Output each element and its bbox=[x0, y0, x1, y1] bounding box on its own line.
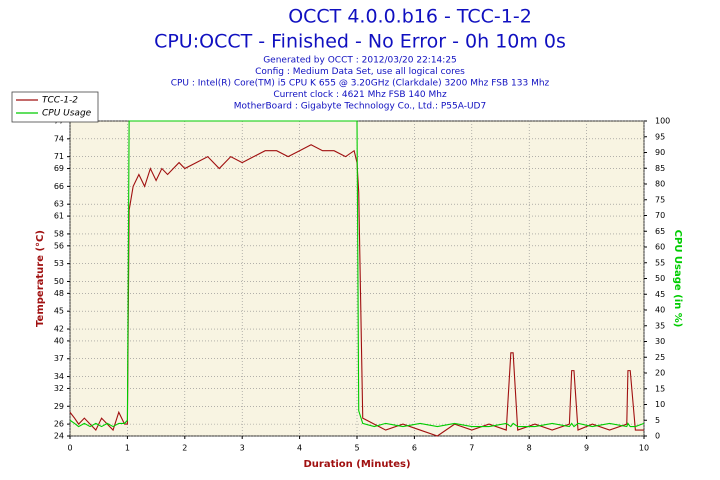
series-line bbox=[69, 144, 644, 437]
y2-tick-label: 45 bbox=[655, 290, 665, 299]
y-tick-label: 34 bbox=[54, 372, 64, 381]
chart-subtitle: CPU:OCCT - Finished - No Error - 0h 10m … bbox=[154, 31, 566, 53]
y2-tick-label: 75 bbox=[655, 195, 665, 204]
y-tick-label: 63 bbox=[54, 200, 64, 209]
y2-tick-label: 90 bbox=[655, 148, 665, 157]
y-tick-label: 48 bbox=[54, 289, 64, 298]
x-tick-label: 3 bbox=[240, 444, 245, 453]
y2-tick-label: 55 bbox=[655, 258, 665, 267]
info-line: Current clock : 4621 Mhz FSB 140 Mhz bbox=[273, 90, 447, 100]
y-tick-label: 74 bbox=[54, 134, 64, 143]
y2-tick-label: 15 bbox=[655, 384, 665, 393]
y-tick-label: 24 bbox=[54, 432, 64, 441]
y-tick-label: 56 bbox=[54, 241, 64, 250]
y2-tick-label: 80 bbox=[655, 180, 665, 189]
y2-axis-label: CPU Usage (in %) bbox=[672, 230, 683, 328]
y2-tick-label: 70 bbox=[655, 211, 665, 220]
y-axis-label: Temperature (°C) bbox=[35, 230, 46, 327]
chart-title: OCCT 4.0.0.b16 - TCC-1-2 bbox=[288, 6, 532, 28]
y-tick-label: 45 bbox=[54, 307, 64, 316]
y2-tick-label: 100 bbox=[655, 117, 670, 126]
y2-tick-label: 30 bbox=[655, 337, 665, 346]
y-tick-label: 50 bbox=[54, 277, 64, 286]
info-line: Config : Medium Data Set, use all logica… bbox=[255, 67, 465, 77]
info-line: Generated by OCCT : 2012/03/20 22:14:25 bbox=[263, 56, 457, 66]
info-line: CPU : Intel(R) Core(TM) i5 CPU K 655 @ 3… bbox=[171, 79, 550, 89]
legend-label: CPU Usage bbox=[42, 109, 92, 119]
y2-tick-label: 0 bbox=[655, 432, 660, 441]
y2-tick-label: 65 bbox=[655, 227, 665, 236]
y-tick-label: 71 bbox=[54, 152, 64, 161]
y2-tick-label: 60 bbox=[655, 243, 665, 252]
y2-tick-label: 20 bbox=[655, 369, 665, 378]
x-tick-label: 8 bbox=[527, 444, 532, 453]
y2-tick-label: 5 bbox=[655, 416, 660, 425]
y-tick-label: 40 bbox=[54, 336, 64, 345]
x-tick-label: 9 bbox=[584, 444, 589, 453]
y2-tick-label: 40 bbox=[655, 306, 665, 315]
x-tick-label: 7 bbox=[469, 444, 474, 453]
y2-tick-label: 95 bbox=[655, 132, 665, 141]
y-tick-label: 66 bbox=[54, 182, 64, 191]
legend-label: TCC-1-2 bbox=[42, 96, 78, 106]
x-axis-label: Duration (Minutes) bbox=[303, 459, 410, 470]
series-line bbox=[69, 120, 645, 428]
x-tick-label: 10 bbox=[639, 444, 649, 453]
x-tick-label: 6 bbox=[412, 444, 417, 453]
y-tick-label: 42 bbox=[54, 325, 64, 334]
y-tick-label: 37 bbox=[54, 354, 64, 363]
y2-tick-label: 35 bbox=[655, 321, 665, 330]
x-tick-label: 5 bbox=[354, 444, 359, 453]
y-tick-label: 61 bbox=[54, 212, 64, 221]
y-tick-label: 69 bbox=[54, 164, 64, 173]
y-tick-label: 53 bbox=[54, 259, 64, 268]
info-line: MotherBoard : Gigabyte Technology Co., L… bbox=[234, 102, 486, 112]
y-tick-label: 58 bbox=[54, 229, 64, 238]
y2-tick-label: 25 bbox=[655, 353, 665, 362]
legend-box bbox=[11, 91, 99, 123]
y2-tick-label: 85 bbox=[655, 164, 665, 173]
y2-tick-label: 50 bbox=[655, 274, 665, 283]
y-tick-label: 32 bbox=[54, 384, 64, 393]
x-tick-label: 4 bbox=[297, 444, 302, 453]
x-tick-label: 0 bbox=[67, 444, 72, 453]
x-tick-label: 1 bbox=[125, 444, 130, 453]
x-tick-label: 2 bbox=[182, 444, 187, 453]
y-tick-label: 26 bbox=[54, 420, 64, 429]
y2-tick-label: 10 bbox=[655, 400, 665, 409]
y-tick-label: 29 bbox=[54, 402, 64, 411]
